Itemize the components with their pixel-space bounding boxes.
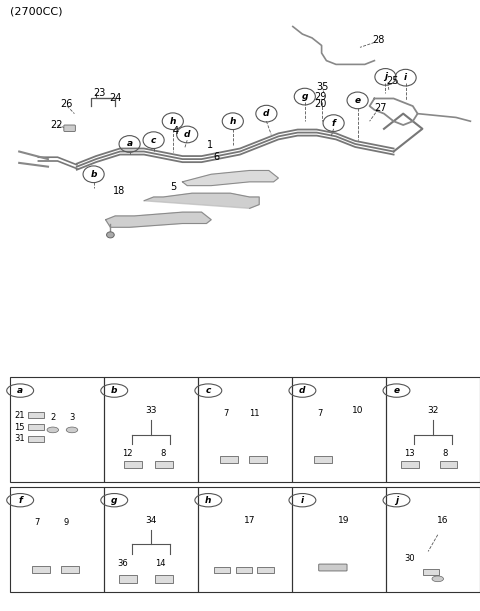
Text: 7: 7 [35,518,40,527]
Circle shape [432,576,444,582]
Text: 8: 8 [160,449,166,458]
Text: 5: 5 [170,181,177,192]
FancyBboxPatch shape [28,412,44,418]
FancyBboxPatch shape [440,461,457,468]
Bar [386,487,480,592]
FancyBboxPatch shape [64,125,75,131]
Text: e: e [394,386,399,395]
Text: j: j [384,72,387,81]
FancyBboxPatch shape [214,566,230,573]
Circle shape [66,427,78,433]
Bar [198,487,292,592]
FancyBboxPatch shape [257,566,274,573]
FancyBboxPatch shape [155,576,173,583]
Polygon shape [106,212,211,227]
Text: d: d [299,386,306,395]
FancyBboxPatch shape [314,456,332,464]
Text: 27: 27 [374,103,387,113]
Text: 23: 23 [94,88,106,98]
Text: 36: 36 [117,559,128,568]
Text: 29: 29 [314,92,327,101]
Text: a: a [127,139,132,148]
Text: 20: 20 [314,99,327,109]
Text: 7: 7 [317,409,323,418]
Text: 9: 9 [64,518,69,527]
Text: 3: 3 [69,414,75,422]
Circle shape [107,232,114,238]
Text: 18: 18 [113,186,125,196]
Text: 2: 2 [50,414,55,422]
Bar [104,378,198,482]
Polygon shape [182,170,278,186]
FancyBboxPatch shape [236,566,252,573]
Bar [292,487,386,592]
Text: 17: 17 [244,516,255,525]
FancyBboxPatch shape [28,436,44,442]
Bar [10,487,104,592]
Bar [104,487,198,592]
Text: 22: 22 [50,120,63,130]
Text: h: h [229,117,236,126]
Text: 10: 10 [352,406,364,415]
Text: 34: 34 [145,516,156,525]
Text: 8: 8 [443,449,448,458]
Text: b: b [90,170,97,179]
Circle shape [47,427,59,433]
Text: a: a [17,386,23,395]
Text: 25: 25 [386,76,399,86]
FancyBboxPatch shape [155,461,173,468]
Text: 21: 21 [14,411,25,420]
FancyBboxPatch shape [220,456,238,464]
FancyBboxPatch shape [423,569,439,576]
Text: c: c [205,386,211,395]
Text: g: g [301,92,308,101]
Text: i: i [301,496,304,505]
Text: h: h [205,496,212,505]
Bar [10,378,104,482]
Text: 14: 14 [156,559,166,568]
FancyBboxPatch shape [32,566,50,573]
Text: i: i [404,73,407,82]
FancyBboxPatch shape [28,423,44,430]
FancyBboxPatch shape [119,576,137,583]
FancyBboxPatch shape [249,456,267,464]
FancyBboxPatch shape [61,566,79,573]
Text: 30: 30 [404,554,415,563]
Text: (2700CC): (2700CC) [10,6,62,16]
Text: j: j [395,496,398,505]
Text: e: e [355,96,360,105]
Text: d: d [263,109,270,118]
Text: 24: 24 [109,93,122,103]
Text: 16: 16 [437,516,448,525]
Text: 35: 35 [317,82,329,92]
Text: 6: 6 [214,152,220,162]
Text: b: b [111,386,118,395]
Text: 28: 28 [372,35,384,45]
Text: 15: 15 [14,423,25,431]
Text: 11: 11 [249,409,260,418]
Bar [292,378,386,482]
Text: 13: 13 [404,449,415,458]
Bar [198,378,292,482]
Text: 26: 26 [60,99,72,109]
Polygon shape [144,193,259,208]
Text: d: d [184,130,191,139]
Text: g: g [111,496,118,505]
Text: f: f [332,119,336,128]
Text: h: h [169,117,176,126]
FancyBboxPatch shape [319,564,347,571]
Text: 4: 4 [173,126,179,136]
Text: 1: 1 [207,140,214,150]
FancyBboxPatch shape [124,461,142,468]
Text: 32: 32 [427,406,439,415]
Text: c: c [151,136,156,145]
Text: 19: 19 [338,516,349,525]
Bar [386,378,480,482]
Text: 12: 12 [122,449,132,458]
Text: 31: 31 [14,434,25,444]
FancyBboxPatch shape [401,461,419,468]
Text: 7: 7 [223,409,228,418]
Text: 33: 33 [145,406,156,415]
Text: f: f [18,496,22,505]
